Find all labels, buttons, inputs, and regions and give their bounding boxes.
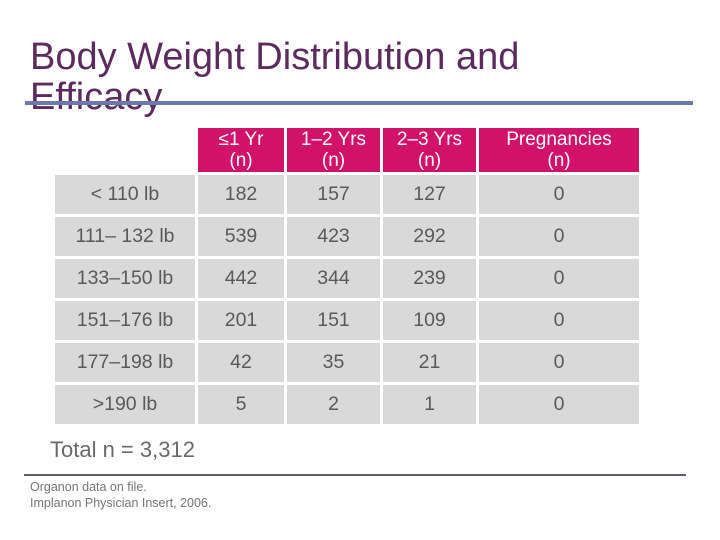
column-header-title: 2–3 Yrs [396,129,463,150]
table-cell: 109 [383,301,476,340]
table-cell: 35 [287,343,380,382]
table-cell: 0 [479,301,639,340]
table-cell: 127 [383,175,476,214]
column-header-title: ≤1 Yr [218,129,264,150]
table-cell: 0 [479,217,639,256]
table-cell: 423 [287,217,380,256]
table-cell: 151 [287,301,380,340]
table-row: 111– 132 lb 539 423 292 0 [55,217,639,256]
column-header-unit: (n) [229,150,253,171]
table-cell: 292 [383,217,476,256]
column-header-unit: (n) [321,150,346,171]
row-label: 111– 132 lb [55,217,195,256]
table-cell: 21 [383,343,476,382]
table-cell: 157 [287,175,380,214]
table-cell: 0 [479,175,639,214]
column-header-title: 1–2 Yrs [300,129,367,150]
table-cell: 201 [198,301,284,340]
table-cell: 442 [198,259,284,298]
column-header-title: Pregnancies [506,129,612,150]
table-cell: 1 [383,385,476,424]
table-row: 133–150 lb 442 344 239 0 [55,259,639,298]
table-row: < 110 lb 182 157 127 0 [55,175,639,214]
slide-title: Body Weight Distribution and Efficacy [30,36,520,119]
table-cell: 539 [198,217,284,256]
footnotes: Organon data on file. Implanon Physician… [30,480,211,511]
table-cell: 42 [198,343,284,382]
row-label: < 110 lb [55,175,195,214]
table-cell: 182 [198,175,284,214]
row-label: 151–176 lb [55,301,195,340]
table-cell: 0 [479,343,639,382]
row-label: 133–150 lb [55,259,195,298]
table-row: 151–176 lb 201 151 109 0 [55,301,639,340]
table-cell: 239 [383,259,476,298]
table-cell: 0 [479,385,639,424]
table-row: 177–198 lb 42 35 21 0 [55,343,639,382]
table-cell: 5 [198,385,284,424]
column-header-unit: (n) [417,150,442,171]
column-header-1-2-yrs: 1–2 Yrs (n) [287,128,380,172]
column-header-unit: (n) [547,150,571,171]
column-header-le-1-yr: ≤1 Yr (n) [198,128,284,172]
total-count: Total n = 3,312 [50,437,195,462]
table-cell: 0 [479,259,639,298]
body-weight-table: ≤1 Yr (n) 1–2 Yrs (n) 2–3 Yrs (n) Pregna… [52,125,642,427]
table-row: >190 lb 5 2 1 0 [55,385,639,424]
title-underline [25,101,693,105]
footnote-separator [24,474,686,476]
column-header-pregnancies: Pregnancies (n) [479,128,639,172]
table-header-row: ≤1 Yr (n) 1–2 Yrs (n) 2–3 Yrs (n) Pregna… [55,128,639,172]
row-label: 177–198 lb [55,343,195,382]
table-corner-cell [55,128,195,172]
row-label: >190 lb [55,385,195,424]
column-header-2-3-yrs: 2–3 Yrs (n) [383,128,476,172]
footnote-line-1: Organon data on file. [30,480,147,494]
table-cell: 344 [287,259,380,298]
footnote-line-2: Implanon Physician Insert, 2006. [30,495,212,510]
table-cell: 2 [287,385,380,424]
